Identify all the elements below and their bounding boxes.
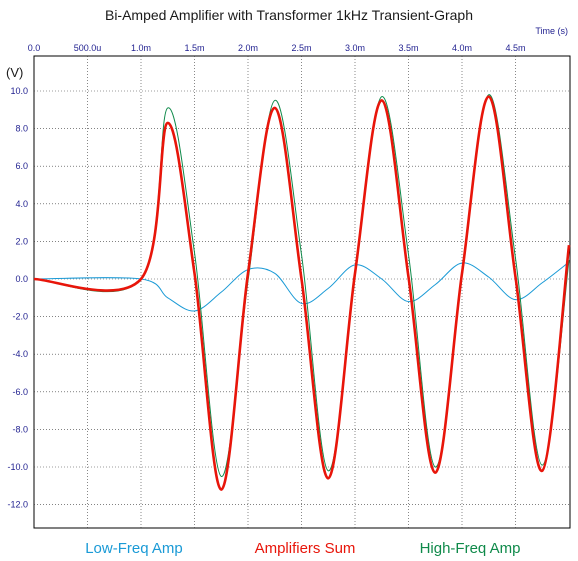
- x-axis-label: Time (s): [535, 26, 568, 36]
- y-tick-label: 6.0: [15, 161, 28, 171]
- y-axis-label: (V): [6, 65, 23, 80]
- legend-entry-amplifiers-sum: Amplifiers Sum: [255, 540, 356, 557]
- grid-lines: [34, 56, 570, 528]
- x-tick-label: 1.5m: [184, 43, 204, 53]
- y-tick-label: 8.0: [15, 124, 28, 134]
- x-tick-label: 4.0m: [452, 43, 472, 53]
- x-tick-label: 1.0m: [131, 43, 151, 53]
- series-line-amplifiers-sum: [33, 95, 571, 491]
- x-tick-label: 2.5m: [291, 43, 311, 53]
- y-tick-label: -4.0: [12, 349, 28, 359]
- legend-entry-high-freq-amp: High-Freq Amp: [420, 540, 521, 557]
- y-tick-label: 2.0: [15, 236, 28, 246]
- x-tick-label: 0.0: [28, 43, 41, 53]
- y-tick-label: 4.0: [15, 199, 28, 209]
- series-lines: [33, 94, 571, 491]
- y-tick-label: 0.0: [15, 274, 28, 284]
- x-tick-label: 3.5m: [398, 43, 418, 53]
- legend: Low-Freq Amp Amplifiers Sum High-Freq Amp: [85, 540, 520, 557]
- legend-entry-low-freq-amp: Low-Freq Amp: [85, 540, 183, 557]
- y-tick-label: -8.0: [12, 424, 28, 434]
- y-tick-label: -12.0: [7, 500, 28, 510]
- y-tick-label: -6.0: [12, 387, 28, 397]
- y-tick-label: -2.0: [12, 312, 28, 322]
- x-tick-label: 3.0m: [345, 43, 365, 53]
- y-tick-label: -10.0: [7, 462, 28, 472]
- tick-labels: 0.0 500.0u 1.0m 1.5m 2.0m 2.5m 3.0m 3.5m 4.0m 4.5…: [7, 43, 525, 510]
- x-tick-label: 4.5m: [505, 43, 525, 53]
- series-line-low-freq-amp: [33, 261, 570, 312]
- x-tick-label: 2.0m: [238, 43, 258, 53]
- y-tick-label: 10.0: [10, 86, 28, 96]
- x-tick-label: 500.0u: [74, 43, 102, 53]
- chart-title: Bi-Amped Amplifier with Transformer 1kHz…: [105, 7, 473, 23]
